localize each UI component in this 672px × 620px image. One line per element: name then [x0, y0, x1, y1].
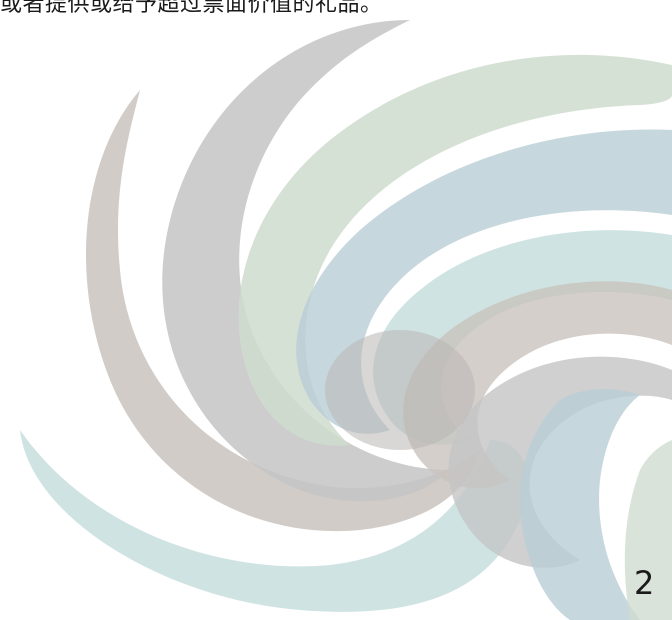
swirl-arm-taupe — [86, 90, 480, 532]
swirl-arm-gray-right — [448, 356, 672, 568]
swirl-arm-gray — [162, 20, 450, 502]
swirl-arm-teal — [20, 430, 529, 612]
swirl-arm-sage-lower — [624, 440, 672, 620]
swirl-arm-steel-blue — [296, 129, 672, 434]
page-number: 2 — [634, 564, 655, 602]
body-text-line: 或者提供或给予超过票面价值的礼品。 — [0, 0, 383, 17]
swirl-center — [325, 330, 475, 450]
swirl-arm-sage — [238, 54, 672, 446]
swirl-arm-steel-blue-lower — [520, 388, 640, 620]
